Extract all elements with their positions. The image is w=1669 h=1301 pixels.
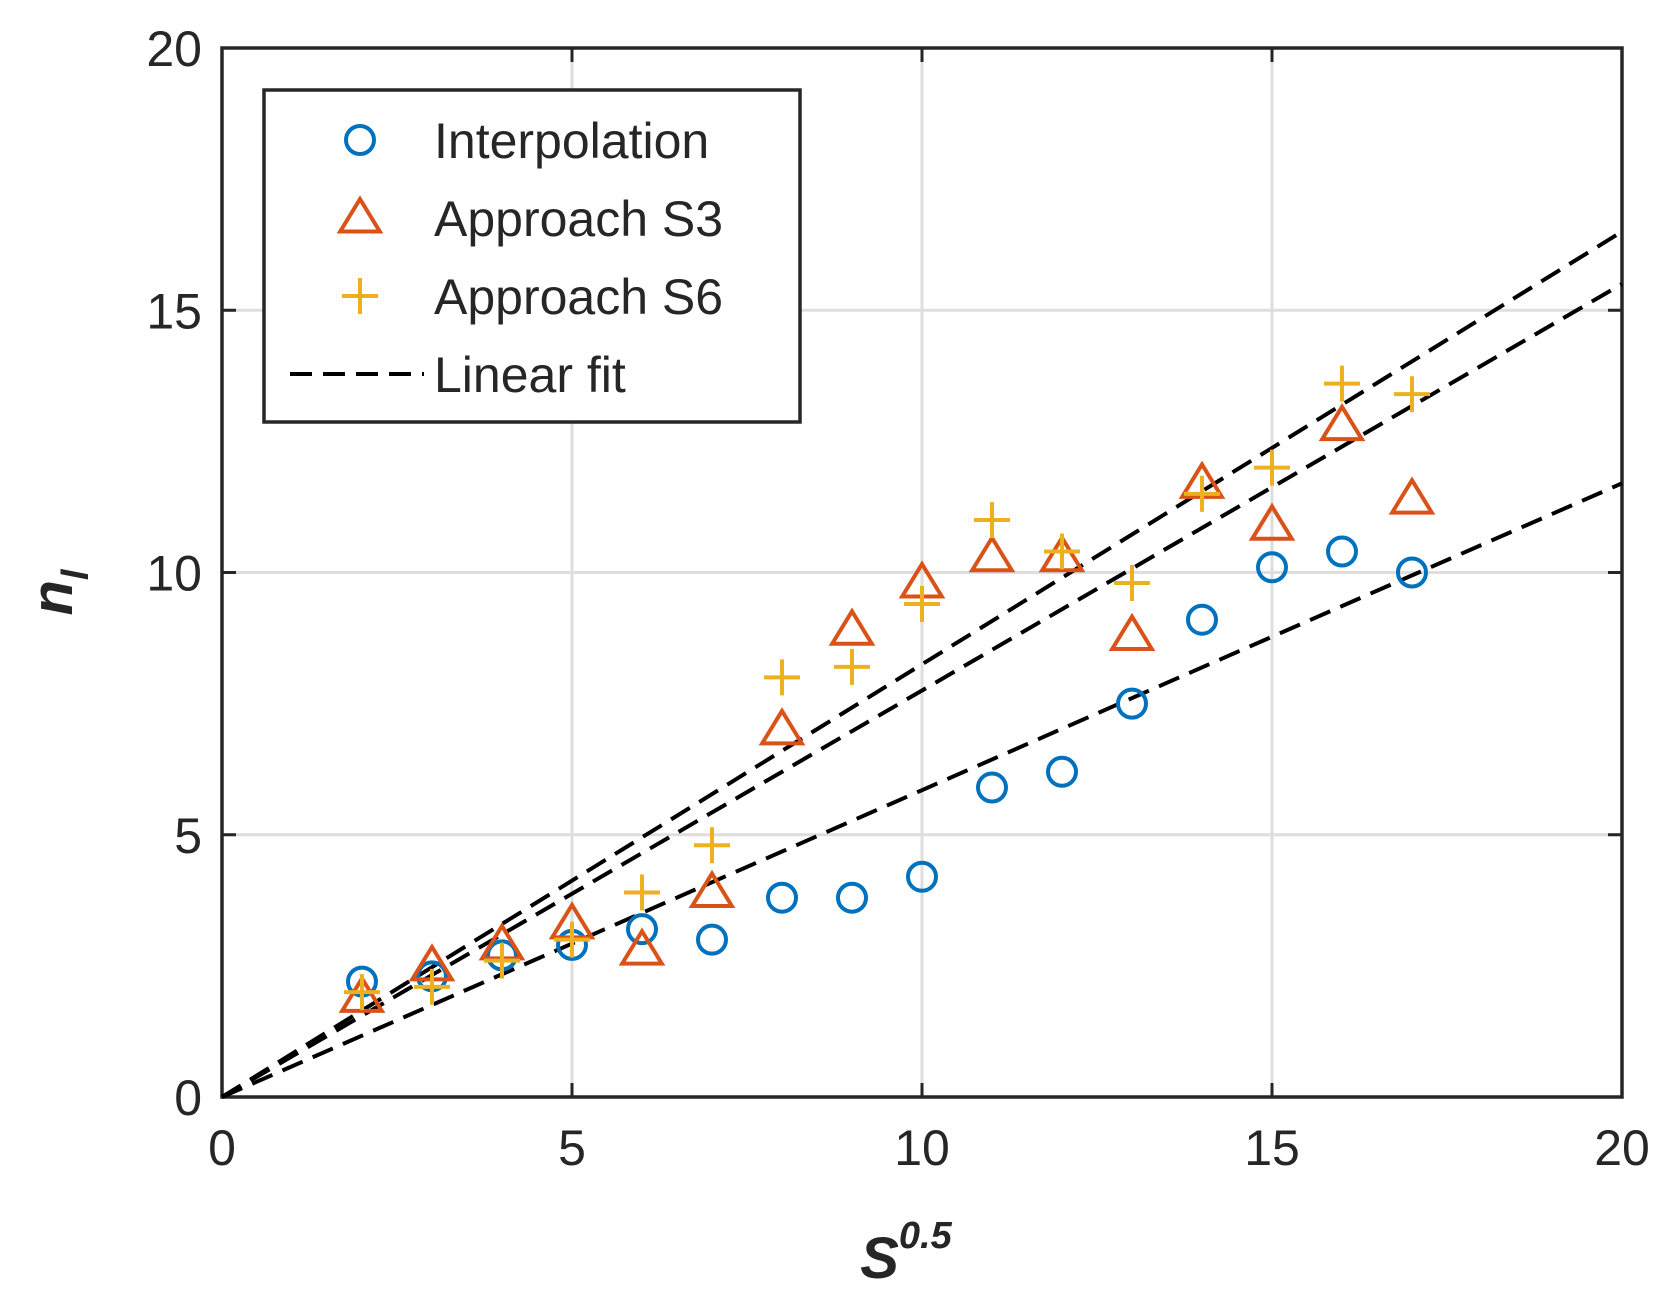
y-tick-label: 5 [174, 808, 202, 864]
point-approach-s6-7 [834, 648, 870, 685]
point-approach-s6-12 [1184, 475, 1220, 512]
legend-marker-approach-s6 [342, 278, 378, 314]
point-approach-s6-5 [694, 827, 730, 864]
y-tick-label: 10 [146, 546, 202, 602]
point-interpolation-12 [1186, 603, 1218, 636]
point-approach-s3-6 [758, 707, 806, 746]
x-tick-label: 0 [208, 1120, 236, 1176]
legend-label: Approach S6 [434, 269, 723, 325]
x-axis-label: S0.5 [860, 1215, 952, 1291]
legend-label: Interpolation [434, 113, 709, 169]
point-approach-s6-13 [1254, 449, 1290, 486]
point-approach-s3-4 [618, 927, 666, 966]
x-tick-label: 20 [1594, 1120, 1650, 1176]
legend-box [262, 88, 802, 424]
point-approach-s6-15 [1394, 376, 1430, 413]
x-tick-label: 15 [1244, 1120, 1300, 1176]
point-approach-s3-9 [968, 534, 1016, 573]
y-axis-label: nl [20, 568, 97, 615]
linear-fit-line-3 [221, 481, 1623, 1099]
point-approach-s6-10 [1044, 533, 1080, 570]
point-approach-s3-0 [338, 974, 386, 1013]
axes-layer [220, 46, 1624, 1099]
plot-frame [220, 46, 1624, 1099]
point-approach-s6-11 [1114, 564, 1150, 601]
point-approach-s6-2 [484, 942, 520, 979]
point-interpolation-9 [976, 771, 1008, 804]
legend-marker-interpolation [344, 124, 376, 156]
point-approach-s3-5 [688, 869, 736, 908]
y-axis-label-subscript: l [55, 568, 97, 580]
point-approach-s6-8 [904, 585, 940, 622]
legend: Interpolation Approach S3 Approach S6 Linea… [262, 88, 802, 424]
point-interpolation-7 [836, 881, 868, 914]
linear-fit-line-2 [220, 282, 1624, 1099]
x-axis-label-superscript: 0.5 [899, 1215, 953, 1257]
point-interpolation-15 [1396, 556, 1428, 589]
point-interpolation-4 [626, 913, 658, 946]
legend-label: Linear fit [434, 347, 626, 403]
x-tick-label: 5 [558, 1120, 586, 1176]
markers-layer [338, 365, 1436, 1013]
x-tick-label: 10 [894, 1120, 950, 1176]
point-interpolation-8 [906, 860, 938, 893]
legend-label: Approach S3 [434, 191, 723, 247]
y-tick-label: 15 [146, 283, 202, 339]
linear-fit-line-1 [220, 229, 1624, 1099]
point-interpolation-5 [696, 923, 728, 956]
point-approach-s6-0 [344, 974, 380, 1011]
point-approach-s3-14 [1318, 402, 1366, 442]
point-approach-s6-1 [414, 968, 450, 1005]
point-interpolation-14 [1326, 535, 1358, 568]
point-interpolation-10 [1046, 755, 1078, 788]
point-approach-s6-6 [764, 659, 800, 696]
point-approach-s3-7 [828, 607, 876, 646]
point-approach-s3-11 [1108, 612, 1156, 651]
point-approach-s6-14 [1324, 365, 1360, 402]
point-interpolation-11 [1116, 687, 1148, 720]
point-approach-s6-3 [554, 921, 590, 958]
point-approach-s3-13 [1248, 502, 1296, 541]
point-approach-s3-10 [1038, 534, 1086, 573]
point-approach-s6-4 [624, 874, 660, 911]
legend-marker-approach-s3 [336, 195, 384, 234]
fit-lines-layer [220, 229, 1624, 1099]
y-tick-label: 0 [174, 1070, 202, 1126]
point-interpolation-13 [1256, 551, 1288, 584]
y-axis-label-group: nl [20, 568, 97, 615]
point-approach-s3-15 [1388, 476, 1436, 515]
point-approach-s6-9 [974, 502, 1010, 539]
point-interpolation-6 [766, 881, 798, 914]
y-tick-label: 20 [146, 21, 202, 77]
